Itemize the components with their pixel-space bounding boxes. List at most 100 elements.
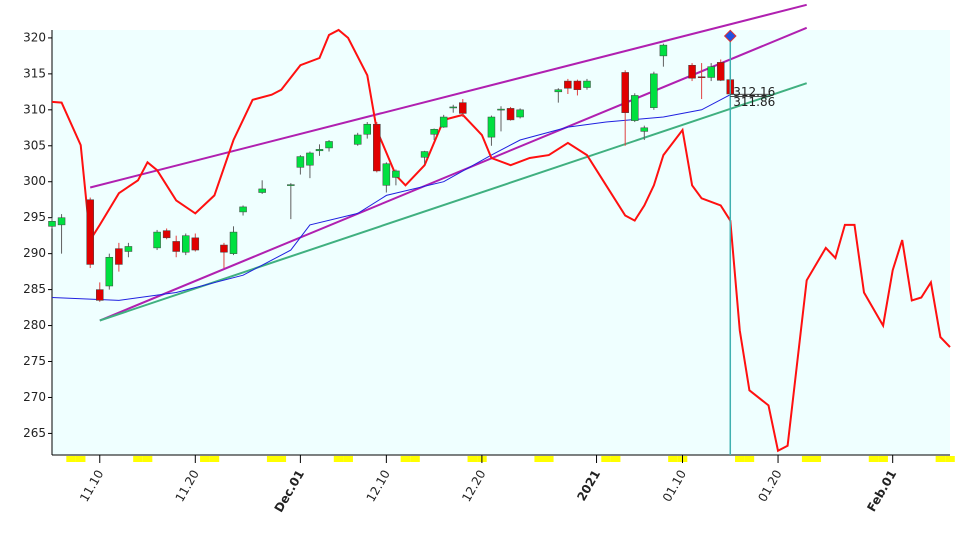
weekend-marker (133, 456, 143, 462)
weekend-marker (66, 456, 76, 462)
weekend-marker (811, 456, 822, 462)
candle-body (353, 134, 362, 145)
candle-body (707, 66, 715, 78)
candle-body (621, 72, 629, 113)
candle-body (497, 108, 505, 111)
weekend-marker (200, 456, 210, 462)
y-tick-label: 305 (23, 138, 46, 152)
candle-body (258, 188, 266, 193)
candle-body (105, 256, 114, 287)
candle-body (315, 149, 324, 152)
candle-body (430, 128, 438, 135)
candle-body (153, 231, 161, 249)
candle-body (373, 123, 381, 172)
y-tick-label: 265 (23, 426, 46, 440)
weekend-marker (333, 456, 344, 462)
y-tick-label: 295 (23, 210, 46, 224)
x-tick-label: 12.10 (364, 468, 393, 505)
x-tick-label: Feb.01 (864, 468, 899, 515)
candle-body (287, 184, 295, 186)
x-tick-label: 01.20 (755, 468, 784, 505)
candle-body (115, 248, 123, 265)
candle-body (564, 80, 572, 89)
candle-body (688, 64, 696, 79)
candle-body (659, 44, 668, 57)
weekend-marker (467, 456, 478, 462)
weekend-marker (534, 456, 545, 462)
weekend-marker (668, 456, 678, 462)
weekend-marker (735, 456, 745, 462)
y-tick-label: 285 (23, 282, 46, 296)
x-tick-label: 2021 (574, 468, 603, 504)
weekend-marker (744, 456, 755, 462)
x-tick-label: 01.10 (660, 468, 689, 505)
candle-body (583, 80, 591, 88)
candle-body (124, 246, 133, 252)
candle-body (516, 109, 524, 118)
y-tick-label: 310 (23, 102, 46, 116)
weekend-marker (75, 456, 86, 462)
candle-body (420, 151, 429, 158)
indicator-line (51, 28, 951, 453)
candle-body (162, 230, 171, 239)
candle-body (459, 102, 467, 114)
candle-body (325, 141, 333, 149)
crosshair-marker (723, 29, 737, 43)
candle-body (172, 241, 180, 252)
weekend-marker (266, 456, 277, 462)
candle-body (392, 170, 400, 178)
candle-body (363, 123, 372, 135)
candle-body (506, 108, 515, 121)
weekend-marker (543, 456, 554, 462)
candle-body (191, 237, 200, 251)
candle-body (697, 76, 706, 78)
x-tick-label: 12.20 (459, 468, 488, 505)
candle-body (181, 235, 190, 253)
crosshair-label: 312.16 (733, 85, 775, 99)
weekend-marker (400, 456, 411, 462)
trend-line (99, 82, 808, 322)
weekend-marker (209, 456, 220, 462)
y-tick-label: 315 (23, 66, 46, 80)
candle-body (439, 116, 448, 128)
candle-body (554, 89, 563, 93)
candle-body (96, 289, 104, 301)
weekend-marker (610, 456, 621, 462)
crosshair-label: 311.86 (733, 95, 775, 109)
weekend-marker (878, 456, 888, 462)
y-tick-label: 275 (23, 354, 46, 368)
y-tick-label: 320 (23, 30, 46, 44)
weekend-marker (276, 456, 287, 462)
weekend-marker (601, 456, 611, 462)
plot-area (52, 30, 950, 455)
candle-body (239, 206, 247, 213)
y-tick-label: 290 (23, 246, 46, 260)
x-tick-label: 11.20 (173, 468, 202, 505)
weekend-marker (935, 456, 946, 462)
candle-body (296, 156, 305, 168)
candle-body (220, 244, 228, 253)
candle-body (573, 80, 582, 90)
candle-body (86, 199, 94, 265)
weekend-marker (868, 456, 879, 462)
candle-body (229, 231, 238, 254)
weekend-marker (801, 456, 812, 462)
candle-body (630, 95, 639, 121)
candle-body (650, 73, 658, 108)
weekend-marker (343, 456, 353, 462)
trend-line (89, 3, 807, 189)
candle-body (449, 106, 457, 109)
x-tick-label: 11.10 (77, 468, 106, 505)
candle-body (382, 163, 391, 186)
weekend-marker (410, 456, 420, 462)
candle-body (57, 217, 66, 226)
y-tick-label: 300 (23, 174, 46, 188)
candle-body (48, 221, 56, 227)
candle-body (306, 152, 314, 166)
candle-body (487, 116, 496, 138)
candle-body (716, 62, 725, 81)
weekend-marker (142, 456, 153, 462)
weekend-marker (945, 456, 955, 462)
y-tick-label: 280 (23, 318, 46, 332)
